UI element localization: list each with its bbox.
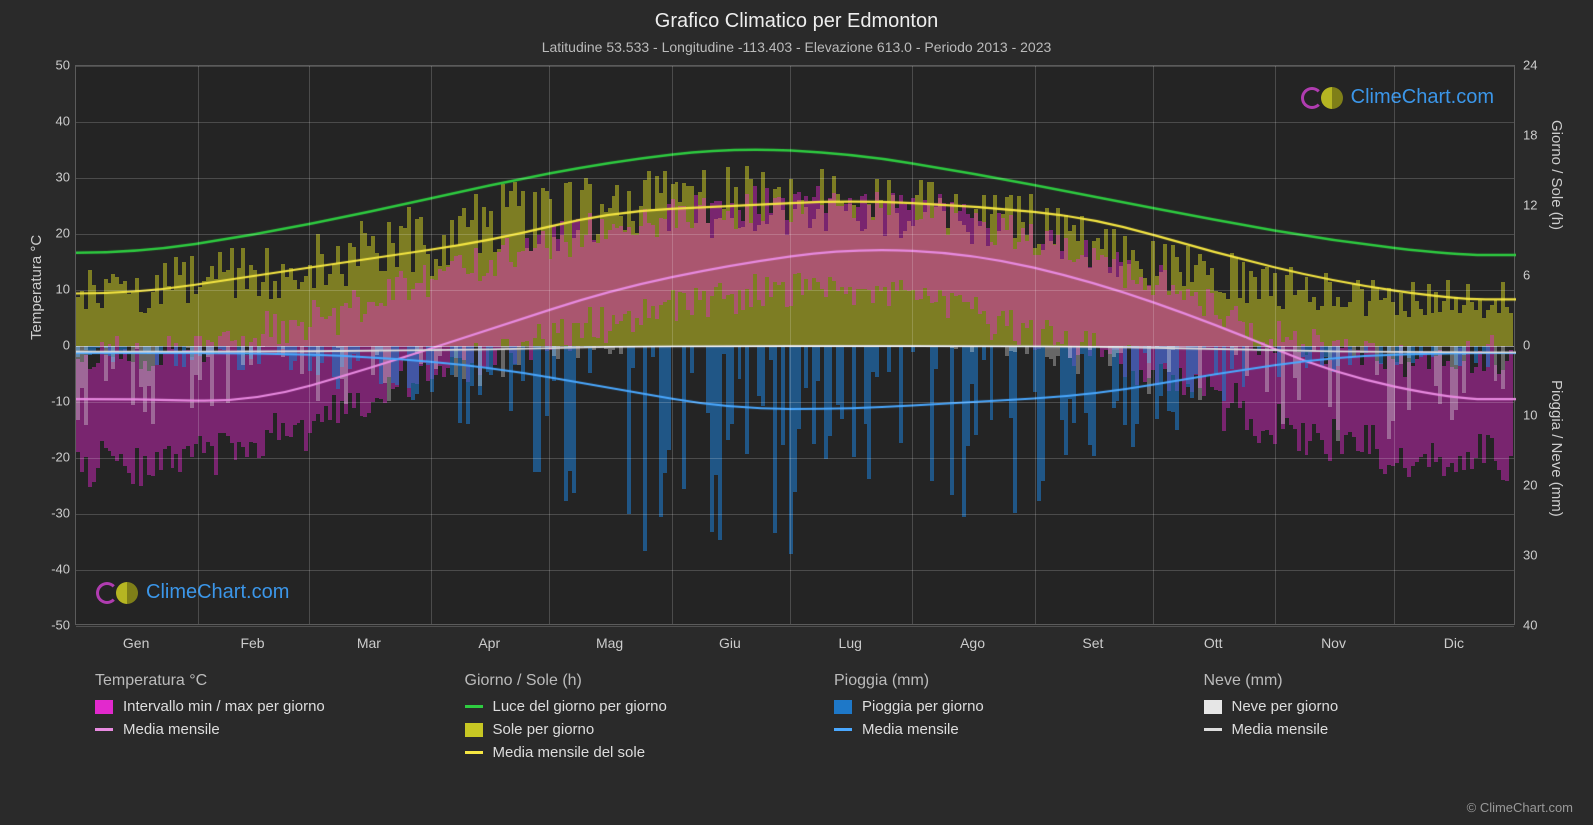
swatch-temp-mean bbox=[95, 728, 113, 731]
ytick-left: 50 bbox=[42, 58, 70, 73]
logo-c-icon bbox=[96, 582, 118, 604]
swatch-snow-mean bbox=[1204, 728, 1222, 731]
legend-row: Neve per giorno bbox=[1204, 698, 1554, 715]
logo-sun-icon bbox=[116, 582, 138, 604]
watermark-bottom: ClimeChart.com bbox=[96, 581, 289, 604]
ytick-left: -20 bbox=[42, 450, 70, 465]
watermark-top: ClimeChart.com bbox=[1301, 86, 1494, 109]
ytick-right-h: 0 bbox=[1523, 338, 1551, 353]
ytick-right-h: 24 bbox=[1523, 58, 1551, 73]
swatch-snow-bar bbox=[1204, 700, 1222, 714]
legend-label: Pioggia per giorno bbox=[862, 698, 984, 715]
chart-title: Grafico Climatico per Edmonton bbox=[0, 0, 1593, 33]
ytick-left: -40 bbox=[42, 562, 70, 577]
ytick-left: -10 bbox=[42, 394, 70, 409]
ytick-left: 30 bbox=[42, 170, 70, 185]
xtick-month: Mag bbox=[596, 635, 623, 651]
legend-snow-hdr: Neve (mm) bbox=[1204, 672, 1554, 690]
legend-col-temp: Temperatura °C Intervallo min / max per … bbox=[95, 672, 445, 767]
xtick-month: Apr bbox=[478, 635, 500, 651]
ytick-right-mm: 30 bbox=[1523, 548, 1551, 563]
legend-row: Pioggia per giorno bbox=[834, 698, 1184, 715]
watermark-text: ClimeChart.com bbox=[146, 581, 289, 604]
legend-row: Media mensile bbox=[95, 721, 445, 738]
ytick-right-h: 6 bbox=[1523, 268, 1551, 283]
legend-col-rain: Pioggia (mm) Pioggia per giorno Media me… bbox=[834, 672, 1184, 767]
ytick-left: 40 bbox=[42, 114, 70, 129]
xtick-month: Feb bbox=[240, 635, 264, 651]
xtick-month: Lug bbox=[839, 635, 862, 651]
swatch-rain-bar bbox=[834, 700, 852, 714]
ytick-left: 20 bbox=[42, 226, 70, 241]
ytick-right-h: 12 bbox=[1523, 198, 1551, 213]
legend-col-sun: Giorno / Sole (h) Luce del giorno per gi… bbox=[465, 672, 815, 767]
legend-sun-hdr: Giorno / Sole (h) bbox=[465, 672, 815, 690]
xtick-month: Ago bbox=[960, 635, 985, 651]
legend-label: Neve per giorno bbox=[1232, 698, 1339, 715]
legend-row: Media mensile bbox=[834, 721, 1184, 738]
xtick-month: Nov bbox=[1321, 635, 1346, 651]
ytick-left: -30 bbox=[42, 506, 70, 521]
swatch-rain-mean bbox=[834, 728, 852, 731]
swatch-sun-bar bbox=[465, 723, 483, 737]
legend-rain-hdr: Pioggia (mm) bbox=[834, 672, 1184, 690]
plot-area: ClimeChart.com ClimeChart.com bbox=[75, 65, 1515, 625]
legend-temp-hdr: Temperatura °C bbox=[95, 672, 445, 690]
xtick-month: Mar bbox=[357, 635, 381, 651]
watermark-text: ClimeChart.com bbox=[1351, 86, 1494, 109]
ytick-right-mm: 20 bbox=[1523, 478, 1551, 493]
legend-label: Media mensile bbox=[862, 721, 959, 738]
ytick-right-mm: 40 bbox=[1523, 618, 1551, 633]
ytick-right-h: 18 bbox=[1523, 128, 1551, 143]
swatch-daylight bbox=[465, 705, 483, 708]
logo-c-icon bbox=[1301, 87, 1323, 109]
legend-label: Luce del giorno per giorno bbox=[493, 698, 667, 715]
legend: Temperatura °C Intervallo min / max per … bbox=[95, 672, 1553, 767]
ytick-left: 10 bbox=[42, 282, 70, 297]
ytick-left: 0 bbox=[42, 338, 70, 353]
xtick-month: Gen bbox=[123, 635, 149, 651]
legend-label: Sole per giorno bbox=[493, 721, 595, 738]
legend-row: Media mensile del sole bbox=[465, 744, 815, 761]
legend-row: Media mensile bbox=[1204, 721, 1554, 738]
xtick-month: Ott bbox=[1204, 635, 1223, 651]
legend-row: Luce del giorno per giorno bbox=[465, 698, 815, 715]
ytick-right-mm: 10 bbox=[1523, 408, 1551, 423]
legend-label: Media mensile bbox=[1232, 721, 1329, 738]
legend-label: Media mensile bbox=[123, 721, 220, 738]
legend-row: Sole per giorno bbox=[465, 721, 815, 738]
xtick-month: Dic bbox=[1444, 635, 1464, 651]
swatch-temp-range bbox=[95, 700, 113, 714]
legend-col-snow: Neve (mm) Neve per giorno Media mensile bbox=[1204, 672, 1554, 767]
copyright: © ClimeChart.com bbox=[1467, 800, 1573, 815]
y-axis-right-bot-label: Pioggia / Neve (mm) bbox=[1548, 380, 1565, 517]
ytick-left: -50 bbox=[42, 618, 70, 633]
chart-subtitle: Latitudine 53.533 - Longitudine -113.403… bbox=[0, 33, 1593, 55]
xtick-month: Set bbox=[1082, 635, 1103, 651]
legend-label: Media mensile del sole bbox=[493, 744, 646, 761]
logo-sun-icon bbox=[1321, 87, 1343, 109]
legend-label: Intervallo min / max per giorno bbox=[123, 698, 325, 715]
swatch-sun-mean bbox=[465, 751, 483, 754]
legend-row: Intervallo min / max per giorno bbox=[95, 698, 445, 715]
chart-area: ClimeChart.com ClimeChart.com bbox=[75, 65, 1515, 625]
xtick-month: Giu bbox=[719, 635, 741, 651]
